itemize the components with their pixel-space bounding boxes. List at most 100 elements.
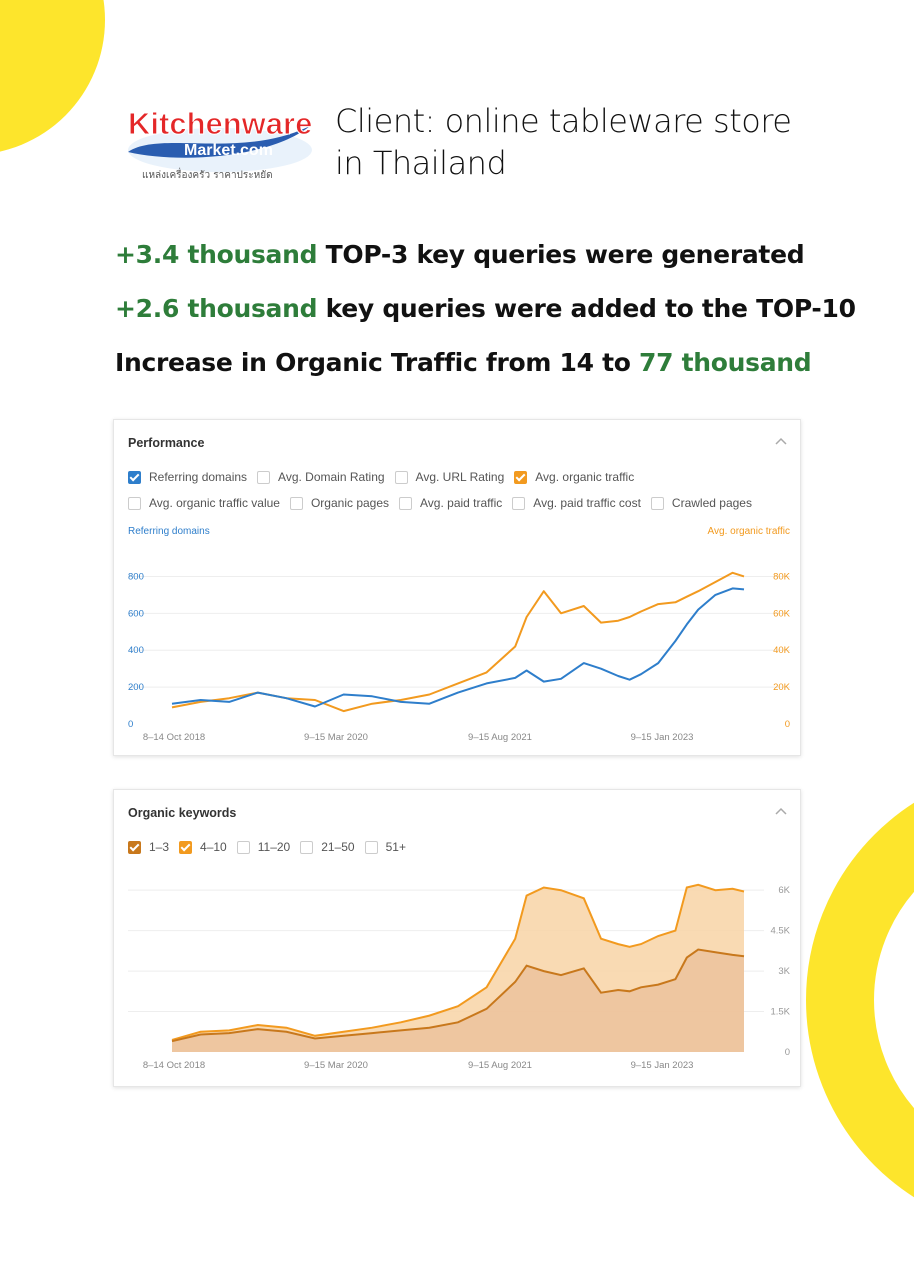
highlight-top10-text: key queries were added to the TOP-10 [317,294,856,323]
checkbox-icon [128,840,141,854]
performance-metric-extra-label-0: Avg. organic traffic value [149,496,280,510]
collapse-chevron-icon[interactable] [774,434,788,448]
checkbox-icon [512,496,526,510]
performance-metric-extra-label-4: Crawled pages [671,496,752,510]
logo-domain: Market.com [184,142,273,159]
right-tick-label: 1.5K [770,1007,790,1018]
x-tick-label: 9–15 Mar 2020 [304,1060,368,1071]
performance-chart: Referring domains Avg. organic traffic 0 0 2… [128,526,791,743]
performance-metric-checkbox-0[interactable]: Referring domains [128,470,247,484]
performance-card: Performance Referring domains Avg. Domain… [113,419,801,756]
performance-title: Performance [128,436,205,450]
performance-metric-label-3: Avg. organic traffic [535,470,635,484]
highlight-traffic-text: Increase in Organic Traffic from 14 to [115,348,640,377]
series-line [171,587,745,708]
left-axis-label: Referring domains [128,526,210,537]
right-axis-label: Avg. organic traffic [708,526,790,537]
performance-metric-extra-checkbox-2[interactable]: Avg. paid traffic [399,496,502,510]
performance-metric-label-0: Referring domains [149,470,248,484]
client-heading: Client: online tableware store in Thaila… [335,100,792,184]
performance-metric-extra-checkbox-0[interactable]: Avg. organic traffic value [128,496,280,510]
kitchenware-logo: Kitchenware Market.com แหล่งเครื่องครัว … [128,106,313,182]
checkbox-icon [514,470,528,484]
logo-tagline: แหล่งเครื่องครัว ราคาประหยัด [142,167,273,181]
highlight-traffic: Increase in Organic Traffic from 14 to 7… [115,348,812,377]
performance-metric-checkbox-2[interactable]: Avg. URL Rating [394,470,505,484]
checkbox-icon [236,840,250,854]
performance-metrics-row-2: Avg. organic traffic value Organic pages A… [128,496,762,510]
keyword-position-label-3: 21–50 [321,840,355,854]
left-tick-label: 600 [128,608,144,619]
right-tick-label: 60K [773,608,791,619]
x-tick-label: 9–15 Mar 2020 [304,732,368,743]
keyword-position-checkbox-1[interactable]: 4–10 [179,840,227,854]
client-line-1: Client: online tableware store [335,102,792,140]
right-tick-label: 80K [773,571,791,582]
keyword-position-checkbox-4[interactable]: 51+ [364,840,406,854]
highlight-top10: +2.6 thousand key queries were added to … [115,294,856,323]
organic-keywords-chart: 0 1.5K 3K 4.5K 6K 8–14 Oct 2018 9–15 Mar 2020 9… [128,883,791,1071]
performance-metric-checkbox-1[interactable]: Avg. Domain Rating [257,470,385,484]
left-tick-label: 200 [128,682,144,693]
right-tick-label: 4.5K [770,926,790,937]
checkbox-icon [650,496,664,510]
checkbox-icon [364,840,378,854]
right-tick-label: 40K [773,645,791,656]
right-tick-label: 0 [785,1047,790,1058]
checkbox-icon [394,470,408,484]
checkbox-icon [399,496,413,510]
checkbox-icon [257,470,271,484]
keyword-position-label-2: 11–20 [257,840,291,854]
right-tick-label: 3K [778,966,790,977]
highlight-top3-text: TOP-3 key queries were generated [317,240,805,269]
collapse-chevron-icon[interactable] [774,804,788,818]
highlight-top3-number: +3.4 thousand [115,240,318,269]
x-tick-label: 9–15 Jan 2023 [631,732,694,743]
keyword-position-checkbox-3[interactable]: 21–50 [300,840,355,854]
x-tick-label: 9–15 Aug 2021 [468,1060,532,1071]
right-tick-label: 20K [773,682,791,693]
performance-metrics-row-1: Referring domains Avg. Domain Rating Avg. … [128,470,644,484]
left-tick-label: 400 [128,645,144,656]
right-tick-label: 6K [778,885,790,896]
performance-metric-extra-label-1: Organic pages [310,496,390,510]
highlight-top10-number: +2.6 thousand [115,294,318,323]
x-tick-label: 8–14 Oct 2018 [143,1060,205,1071]
logo-brand: Kitchenware [128,106,312,141]
checkbox-icon [289,496,303,510]
performance-metric-extra-label-3: Avg. paid traffic cost [533,496,641,510]
x-tick-label: 9–15 Aug 2021 [468,732,532,743]
keyword-position-label-1: 4–10 [200,840,227,854]
performance-metric-extra-checkbox-1[interactable]: Organic pages [289,496,390,510]
performance-metric-extra-label-2: Avg. paid traffic [420,496,503,510]
yellow-circle-top-left [0,0,105,152]
checkbox-icon [300,840,314,854]
left-tick-label: 0 [128,719,133,730]
checkbox-icon [128,496,141,510]
highlight-top3: +3.4 thousand TOP-3 key queries were gen… [115,240,805,269]
series-area [172,949,744,1052]
right-tick-label: 0 [785,719,790,730]
keyword-position-checkbox-2[interactable]: 11–20 [236,840,291,854]
series-line [171,883,745,1041]
checkbox-icon [179,840,193,854]
highlight-traffic-number: 77 thousand [639,348,812,377]
keyword-position-label-0: 1–3 [149,840,170,854]
yellow-ring-right [806,802,914,1198]
keyword-position-filters: 1–3 4–10 11–20 21–50 51+ [128,840,416,854]
client-line-2: in Thailand [335,144,507,182]
organic-keywords-title: Organic keywords [128,806,237,820]
organic-keywords-card: Organic keywords 1–3 4–10 11–20 21–50 51+ 0 1… [113,789,801,1087]
performance-metric-label-2: Avg. URL Rating [415,470,505,484]
x-tick-label: 8–14 Oct 2018 [143,732,205,743]
performance-metric-extra-checkbox-4[interactable]: Crawled pages [650,496,752,510]
performance-metric-extra-checkbox-3[interactable]: Avg. paid traffic cost [512,496,641,510]
left-tick-label: 800 [128,571,144,582]
x-tick-label: 9–15 Jan 2023 [631,1060,694,1071]
keyword-position-label-4: 51+ [385,840,406,854]
series-line [171,948,745,1043]
performance-metric-checkbox-3[interactable]: Avg. organic traffic [514,470,634,484]
performance-metric-label-1: Avg. Domain Rating [278,470,385,484]
checkbox-icon [128,470,141,484]
keyword-position-checkbox-0[interactable]: 1–3 [128,840,169,854]
